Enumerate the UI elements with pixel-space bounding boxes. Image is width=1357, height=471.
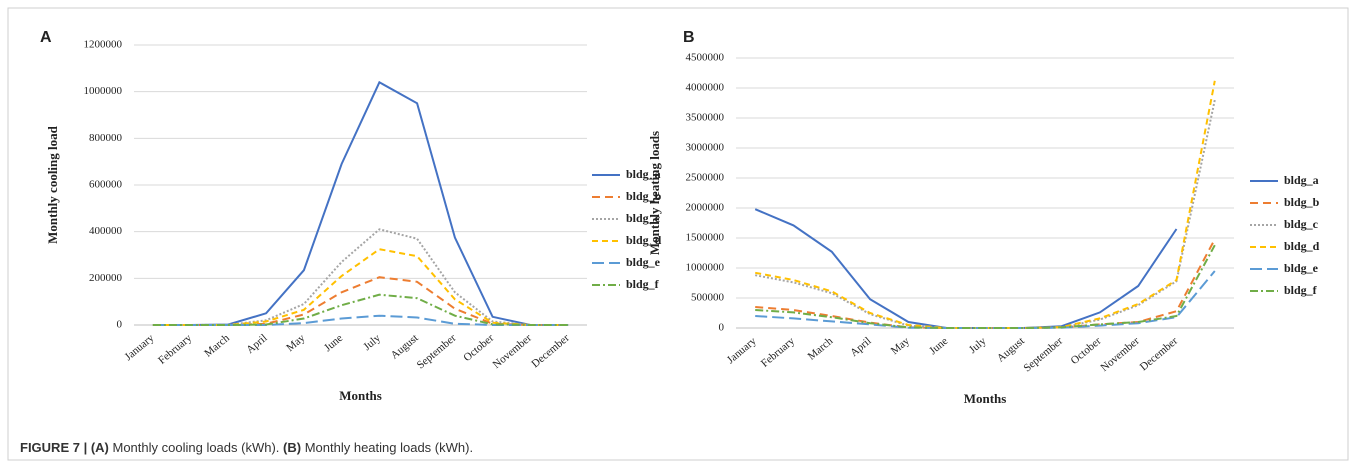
- x-tick-label: May: [284, 332, 308, 354]
- caption-a-text: Monthly cooling loads (kWh).: [112, 440, 280, 455]
- y-tick-label: 3000000: [686, 142, 725, 154]
- y-tick-label: 3500000: [686, 112, 725, 124]
- x-tick-label: July: [361, 332, 383, 353]
- legend-label: bldg_f: [626, 277, 660, 291]
- y-tick-label: 1000000: [686, 262, 725, 274]
- x-tick-label: November: [491, 332, 535, 371]
- caption: FIGURE 7 | (A) Monthly cooling loads (kW…: [20, 440, 473, 455]
- line: [152, 80, 569, 326]
- x-tick-label: October: [461, 332, 496, 364]
- x-axis-title: Months: [964, 391, 1007, 406]
- line: [152, 293, 569, 326]
- x-tick-label: July: [967, 335, 989, 356]
- y-tick-label: 2500000: [686, 172, 725, 184]
- x-tick-label: June: [322, 332, 345, 354]
- y-tick-label: 400000: [89, 225, 123, 237]
- x-tick-label: November: [1098, 335, 1142, 374]
- legend-label: bldg_c: [1284, 217, 1319, 231]
- y-axis-title: Monthly heating loads: [647, 131, 662, 255]
- x-tick-label: June: [927, 335, 950, 357]
- legend-label: bldg_e: [1284, 261, 1319, 275]
- x-tick-label: December: [1138, 335, 1181, 373]
- y-tick-label: 800000: [89, 132, 123, 144]
- legend-label: bldg_d: [1284, 239, 1320, 253]
- x-tick-label: April: [848, 335, 874, 359]
- legend-label: bldg_f: [1284, 283, 1318, 297]
- legend-label: bldg_b: [626, 189, 662, 203]
- x-tick-label: February: [156, 332, 195, 367]
- caption-b-text: Monthly heating loads (kWh).: [304, 440, 474, 455]
- legend-label: bldg_a: [1284, 173, 1319, 187]
- y-axis-title: Monthly cooling load: [45, 125, 60, 244]
- y-tick-label: 600000: [89, 179, 123, 191]
- x-tick-label: January: [725, 335, 759, 367]
- x-tick-label: August: [389, 332, 421, 362]
- y-tick-label: 4000000: [686, 82, 725, 94]
- y-tick-label: 2000000: [686, 202, 725, 214]
- legend-label: bldg_c: [626, 211, 661, 225]
- legend-label: bldg_b: [1284, 195, 1320, 209]
- x-tick-label: January: [123, 332, 157, 364]
- line: [152, 228, 569, 326]
- line: [755, 99, 1216, 329]
- line: [754, 208, 1178, 329]
- x-axis-title: Months: [339, 388, 382, 403]
- line: [755, 244, 1216, 329]
- x-tick-label: February: [759, 335, 798, 370]
- panel-label: A: [40, 29, 52, 46]
- x-tick-label: September: [1021, 335, 1065, 375]
- x-tick-label: March: [202, 332, 232, 360]
- legend-label: bldg_a: [626, 167, 661, 181]
- caption-b-label: (B): [283, 440, 302, 455]
- y-tick-label: 1000000: [84, 85, 123, 97]
- y-tick-label: 4500000: [686, 52, 725, 64]
- y-tick-label: 500000: [691, 292, 725, 304]
- x-tick-label: September: [415, 332, 459, 372]
- x-tick-label: December: [529, 332, 572, 370]
- x-tick-label: May: [889, 335, 913, 357]
- y-tick-label: 1500000: [686, 232, 725, 244]
- x-tick-label: August: [995, 335, 1027, 365]
- figure-label: FIGURE 7 |: [20, 440, 88, 455]
- y-tick-label: 0: [117, 319, 123, 331]
- legend-label: bldg_d: [626, 233, 662, 247]
- figure-border: [7, 7, 1349, 461]
- legend-label: bldg_e: [626, 255, 661, 269]
- panel-label: B: [683, 29, 695, 46]
- line: [152, 248, 569, 326]
- x-tick-label: October: [1069, 335, 1104, 367]
- line: [755, 238, 1216, 329]
- x-tick-label: March: [806, 335, 836, 363]
- caption-a-label: (A): [90, 440, 109, 455]
- y-tick-label: 0: [719, 322, 725, 334]
- y-tick-label: 1200000: [84, 39, 123, 51]
- y-tick-label: 200000: [89, 272, 123, 284]
- x-tick-label: April: [244, 332, 270, 356]
